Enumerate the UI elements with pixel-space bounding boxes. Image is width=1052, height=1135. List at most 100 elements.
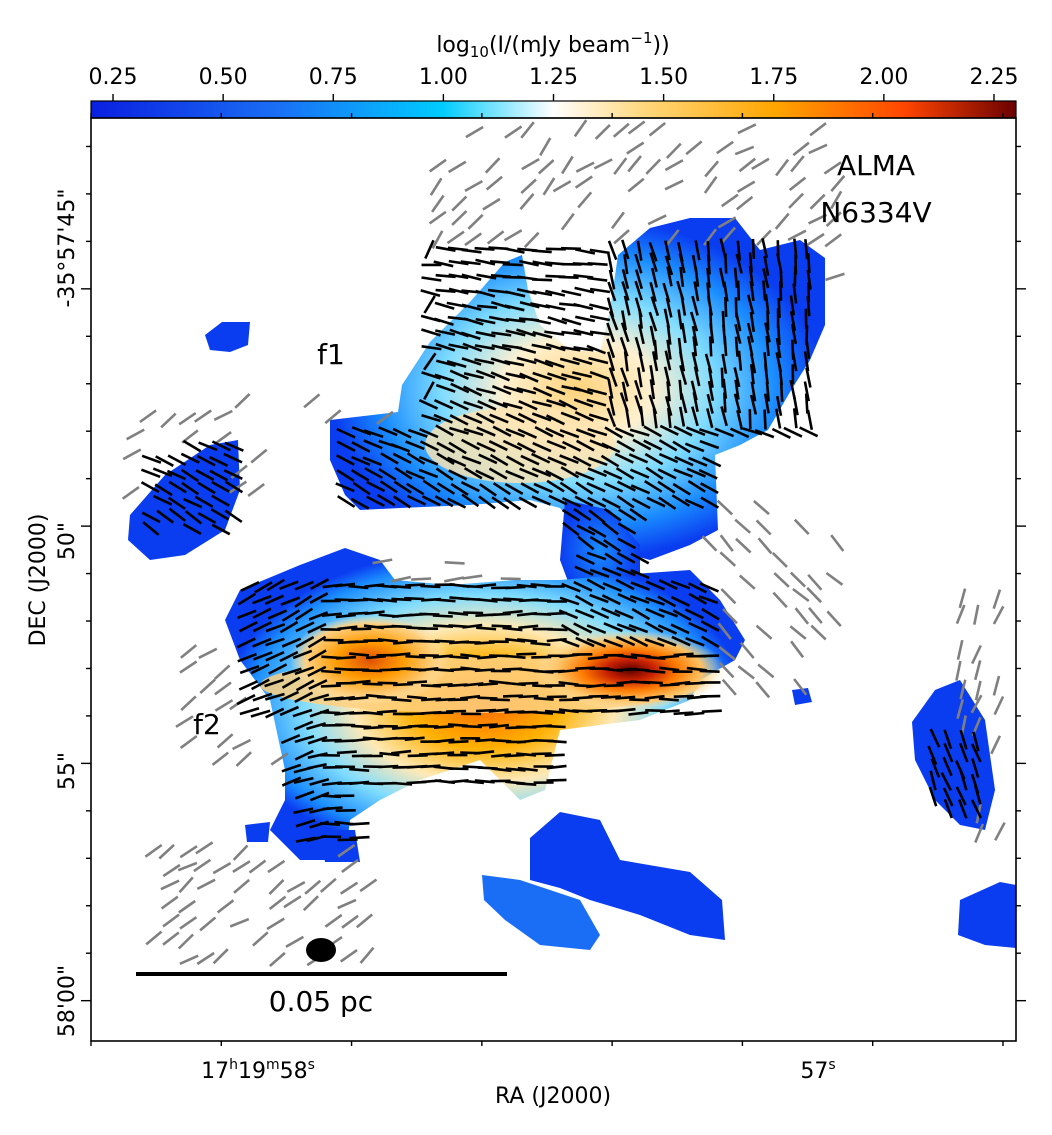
polarization-segment <box>737 350 743 371</box>
polarization-segment <box>505 329 526 337</box>
polarization-segment <box>575 248 596 255</box>
polarization-segment <box>252 607 272 619</box>
polarization-segment <box>491 597 512 602</box>
polarization-segment <box>279 620 299 634</box>
polarization-segment <box>478 453 498 465</box>
polarization-segment <box>561 582 581 593</box>
polarization-segment <box>281 776 302 787</box>
polarization-segment <box>586 578 606 591</box>
polarization-segment <box>450 482 469 496</box>
polarization-segment <box>666 324 672 345</box>
colorbar-tick-label: 0.75 <box>309 65 358 90</box>
polarization-segment <box>588 356 609 365</box>
polarization-segment <box>152 467 173 478</box>
polarization-segment <box>657 480 676 494</box>
polarization-segment <box>601 442 621 454</box>
polarization-segment <box>793 678 808 696</box>
polarization-segment <box>658 697 679 702</box>
polarization-segment <box>250 448 268 464</box>
polarization-segment <box>646 496 666 508</box>
polarization-segment <box>593 158 613 170</box>
polarization-segment <box>362 456 383 467</box>
polarization-segment <box>336 750 357 755</box>
polarization-segment <box>336 440 356 452</box>
polarization-segment <box>477 723 498 727</box>
polarization-segment <box>614 609 634 620</box>
polarization-segment <box>631 607 651 621</box>
polarization-segment <box>971 644 982 665</box>
polarization-segment <box>390 652 411 657</box>
polarization-segment <box>364 467 384 480</box>
polarization-segment <box>477 400 497 411</box>
polarization-segment <box>558 399 578 411</box>
polarization-segment <box>490 612 511 617</box>
scale-bar-label: 0.05 pc <box>269 985 373 1018</box>
polarization-segment <box>645 158 662 175</box>
polarization-segment <box>955 604 966 625</box>
polarization-segment <box>121 486 140 500</box>
polarization-segment <box>561 289 582 297</box>
polarization-segment <box>546 479 565 493</box>
polarization-segment <box>519 193 535 210</box>
instrument-label: ALMA <box>837 149 915 182</box>
polarization-segment <box>616 566 636 577</box>
polarization-segment <box>307 622 327 634</box>
polarization-segment <box>211 751 230 766</box>
polarization-segment <box>629 635 649 648</box>
colorbar: 0.25 0.50 0.75 1.00 1.25 1.50 1.75 2.00 2.25 log… <box>89 29 1018 119</box>
polarization-segment <box>701 709 722 713</box>
polarization-segment <box>639 406 645 427</box>
polarization-segment <box>573 119 588 138</box>
polarization-segment <box>474 344 495 351</box>
polarization-segment <box>491 384 512 396</box>
polarization-segment <box>652 408 658 429</box>
polarization-segment <box>372 558 393 565</box>
polarization-segment <box>562 521 580 537</box>
polarization-segment <box>349 835 370 840</box>
polarization-segment <box>270 752 289 766</box>
polarization-segment <box>502 609 523 615</box>
polarization-segment <box>351 426 372 436</box>
polarization-segment <box>489 453 509 467</box>
polarization-segment <box>252 931 269 947</box>
polarization-segment <box>558 668 579 674</box>
polarization-segment <box>670 623 690 635</box>
polarization-segment <box>232 738 252 751</box>
polarization-segment <box>659 709 680 714</box>
polarization-segment <box>762 268 770 289</box>
polarization-segment <box>141 511 161 524</box>
polarization-segment <box>749 311 756 333</box>
polarization-segment <box>394 466 413 480</box>
polarization-segment <box>196 951 215 966</box>
polarization-segment <box>122 448 142 461</box>
polarization-segment <box>736 240 742 261</box>
polarization-segment <box>589 608 610 620</box>
polarization-segment <box>448 767 469 771</box>
polarization-segment <box>462 623 483 629</box>
polarization-segment <box>545 385 566 396</box>
polarization-segment <box>293 807 314 815</box>
polarization-segment <box>421 345 442 351</box>
polarization-segment <box>168 507 187 522</box>
polarization-segment <box>723 281 729 302</box>
polarization-segment <box>630 552 650 565</box>
polarization-segment <box>406 494 427 506</box>
polarization-segment <box>475 469 495 481</box>
polarization-segment <box>444 561 465 565</box>
polarization-segment <box>431 194 445 213</box>
polarization-segment <box>392 495 412 509</box>
polarization-segment <box>392 427 412 439</box>
polarization-segment <box>449 414 469 426</box>
polarization-segment <box>492 425 512 438</box>
polarization-segment <box>930 758 941 778</box>
polarization-segment <box>532 260 553 267</box>
polarization-segment <box>628 711 649 716</box>
polarization-segment <box>559 698 580 702</box>
polarization-segment <box>586 683 607 689</box>
polarization-segment <box>237 652 257 663</box>
polarization-segment <box>587 655 608 661</box>
polarization-segment <box>460 694 481 700</box>
polarization-segment <box>643 439 663 451</box>
polarization-segment <box>775 408 782 429</box>
polarization-segment <box>502 439 523 451</box>
